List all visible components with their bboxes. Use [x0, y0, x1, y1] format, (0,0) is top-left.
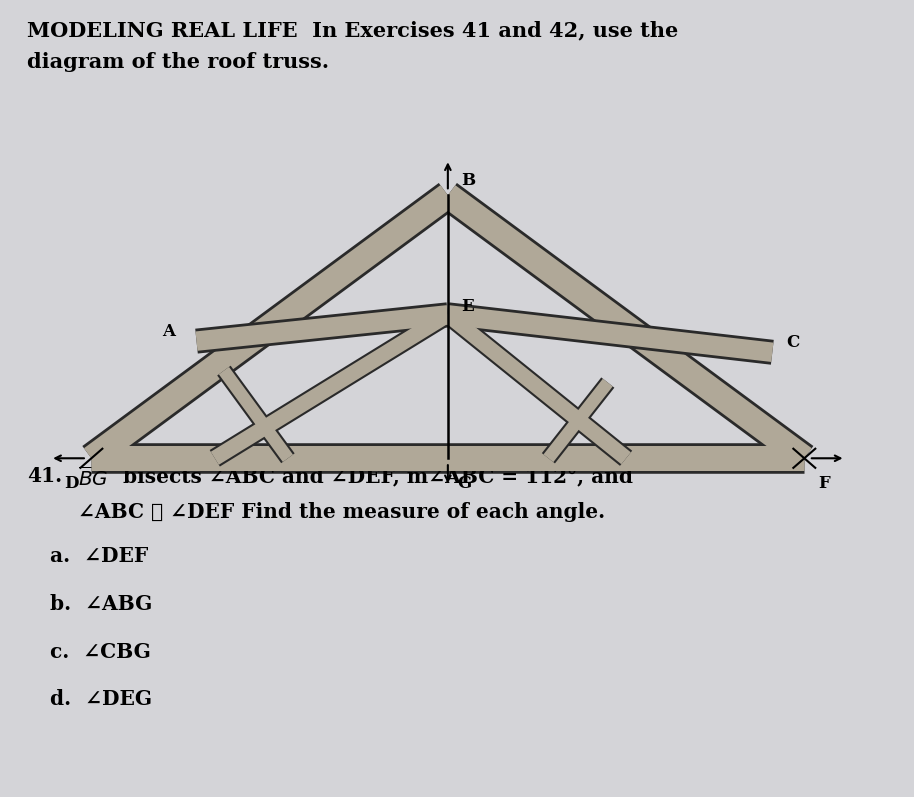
Text: d.  ∠DEG: d. ∠DEG	[50, 689, 153, 709]
Text: diagram of the roof truss.: diagram of the roof truss.	[27, 52, 330, 72]
Text: MODELING REAL LIFE  In Exercises 41 and 42, use the: MODELING REAL LIFE In Exercises 41 and 4…	[27, 20, 679, 40]
Text: A: A	[163, 323, 175, 340]
Text: b.  ∠ABG: b. ∠ABG	[50, 594, 153, 614]
Text: E: E	[462, 298, 474, 316]
Text: c.  ∠CBG: c. ∠CBG	[50, 642, 151, 662]
Text: F: F	[819, 475, 830, 493]
Text: D: D	[64, 475, 79, 493]
Text: bisects ∠ABC and ∠DEF, m∠ABC = 112°, and: bisects ∠ABC and ∠DEF, m∠ABC = 112°, and	[116, 466, 633, 486]
Text: 41.: 41.	[27, 466, 62, 486]
Text: G: G	[457, 475, 472, 493]
Text: B: B	[461, 172, 475, 190]
Text: C: C	[786, 334, 799, 351]
Text: ∠ABC ≅ ∠DEF Find the measure of each angle.: ∠ABC ≅ ∠DEF Find the measure of each ang…	[78, 502, 605, 522]
Text: a.  ∠DEF: a. ∠DEF	[50, 546, 148, 566]
Text: $\overline{BG}$: $\overline{BG}$	[78, 466, 109, 490]
